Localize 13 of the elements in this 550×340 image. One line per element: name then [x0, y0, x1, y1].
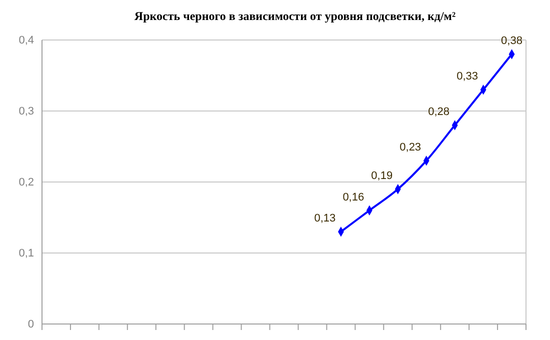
data-label: 0,28	[428, 106, 450, 118]
y-tick-label: 0,4	[18, 34, 34, 47]
y-tick-label: 0,1	[18, 248, 34, 260]
y-tick-label: 0	[28, 318, 34, 331]
data-label: 0,38	[501, 35, 522, 48]
y-tick-label: 0,3	[18, 106, 34, 118]
data-label: 0,33	[456, 70, 478, 83]
chart-title: Яркость черного в зависимости от уровня подсветки, кд/м²	[134, 9, 456, 23]
data-label: 0,19	[371, 170, 393, 182]
data-label: 0,16	[342, 191, 364, 204]
y-tick-label: 0,2	[18, 176, 34, 189]
data-label: 0,23	[400, 142, 422, 154]
data-label: 0,13	[314, 212, 336, 225]
